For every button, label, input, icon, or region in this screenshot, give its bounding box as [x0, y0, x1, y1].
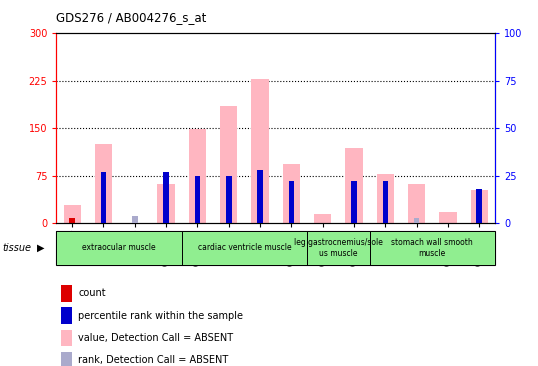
Bar: [61, 307, 72, 324]
Bar: [370, 231, 495, 265]
Bar: [61, 285, 72, 302]
Bar: [63, 205, 81, 223]
Bar: [307, 231, 370, 265]
Bar: [56, 231, 182, 265]
Bar: [61, 330, 72, 346]
Bar: [283, 164, 300, 223]
Bar: [158, 184, 175, 223]
Bar: [69, 217, 75, 223]
Text: ▶: ▶: [37, 243, 44, 253]
Bar: [101, 172, 107, 223]
Bar: [477, 189, 482, 223]
Bar: [414, 217, 420, 223]
Bar: [226, 176, 231, 223]
Bar: [182, 231, 307, 265]
Text: percentile rank within the sample: percentile rank within the sample: [79, 311, 243, 321]
Bar: [288, 182, 294, 223]
Text: rank, Detection Call = ABSENT: rank, Detection Call = ABSENT: [79, 355, 229, 365]
Bar: [195, 176, 200, 223]
Bar: [408, 184, 425, 223]
Bar: [220, 106, 237, 223]
Bar: [377, 174, 394, 223]
Text: cardiac ventricle muscle: cardiac ventricle muscle: [197, 243, 291, 253]
Bar: [471, 190, 488, 223]
Bar: [164, 172, 169, 223]
Bar: [95, 144, 112, 223]
Bar: [251, 79, 268, 223]
Text: GDS276 / AB004276_s_at: GDS276 / AB004276_s_at: [56, 11, 207, 24]
Text: stomach wall smooth
muscle: stomach wall smooth muscle: [392, 238, 473, 258]
Text: count: count: [79, 288, 106, 298]
Text: value, Detection Call = ABSENT: value, Detection Call = ABSENT: [79, 333, 233, 343]
Bar: [351, 182, 357, 223]
Text: leg gastrocnemius/sole
us muscle: leg gastrocnemius/sole us muscle: [294, 238, 383, 258]
Bar: [440, 212, 457, 223]
Bar: [345, 148, 363, 223]
Text: tissue: tissue: [3, 243, 32, 253]
Text: extraocular muscle: extraocular muscle: [82, 243, 156, 253]
Bar: [383, 182, 388, 223]
Bar: [257, 170, 263, 223]
Bar: [314, 214, 331, 223]
Bar: [132, 216, 138, 223]
Bar: [189, 129, 206, 223]
Bar: [61, 352, 72, 366]
